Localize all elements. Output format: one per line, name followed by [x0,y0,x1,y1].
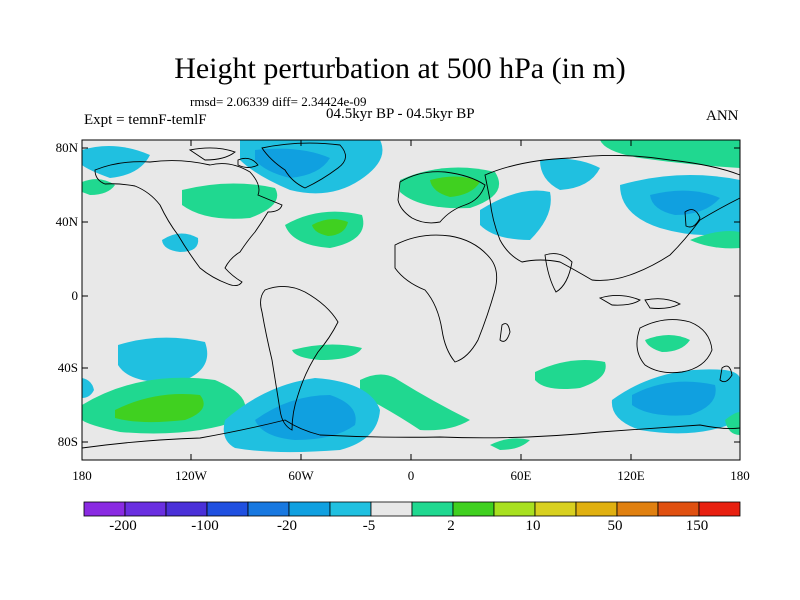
colorbar-label: 50 [607,518,623,534]
colorbar-box [616,501,659,517]
colorbar-label: -200 [109,518,137,534]
contour-negative [632,381,716,416]
experiment-label: Expt = temnF-temlF [84,112,207,128]
contour-negative [118,337,208,383]
colorbar-box [329,501,372,517]
south-america-coast [260,286,339,431]
contour-positive [600,140,740,168]
colorbar-label: -20 [277,518,297,534]
contour-positive [690,231,740,249]
colorbar-box [288,501,331,517]
colorbar-label: -5 [362,518,376,534]
colorbar-label: -100 [191,518,219,534]
colorbar-box [657,501,700,517]
colorbar-box [534,501,577,517]
lon-label: 0 [407,468,415,483]
colorbar-box [698,501,741,517]
antarctica-coast [81,419,741,449]
greenland-coast [261,142,346,189]
lon-ticks [190,140,632,460]
contour-negative [82,146,150,178]
contour-positive [645,335,690,352]
map-title: Height perturbation at 500 hPa (in m) [174,52,626,85]
colorbar-box [493,501,536,517]
australia-coast [636,319,713,374]
contour-positive [360,374,470,431]
contour-positive [182,183,278,219]
lat-label: 0 [71,288,79,303]
contour-positive [430,176,480,197]
contour-fields [82,140,740,453]
contour-negative [255,395,356,440]
lat-label: 80S [57,434,78,449]
indonesia-coast [598,295,681,309]
contour-positive [82,179,115,195]
colorbar-box [83,501,126,517]
contour-negative [162,233,199,252]
contour-positive [292,344,362,360]
lon-label: 120W [175,468,207,483]
india-coast [544,253,573,293]
contour-positive [490,438,530,450]
europe-coast [397,171,486,224]
stats-text: rmsd= 2.06339 diff= 2.34424e-09 [190,94,367,109]
arctic-islands-coast [188,147,259,168]
colorbar-box [370,501,413,517]
coastlines [81,142,741,449]
contour-negative [650,190,720,215]
lat-label: 40S [57,360,78,375]
colorbar-label: 10 [525,518,541,534]
contour-negative [255,148,330,178]
lat-label: 40N [55,214,78,229]
lat-label: 80N [55,140,78,155]
lat-ticks [82,147,740,443]
season-label: ANN [706,108,739,124]
madagascar-coast [499,323,511,342]
asia-coast [484,154,741,281]
colorbar [83,501,741,517]
period-text: 04.5kyr BP - 04.5kyr BP [326,106,475,122]
contour-positive [312,219,348,236]
colorbar-label: 2 [447,518,455,534]
colorbar-box [411,501,454,517]
contour-positive [115,394,204,423]
colorbar-box [452,501,495,517]
colorbar-box [206,501,249,517]
lon-label: 60E [510,468,532,483]
contour-positive [535,359,606,389]
colorbar-box [165,501,208,517]
africa-coast [394,234,498,363]
contour-negative [540,158,600,190]
north-america-coast [94,160,283,287]
contour-positive [725,412,740,435]
lon-label: 120E [617,468,645,483]
contour-negative [480,190,551,240]
lon-label: 60W [288,468,314,483]
lon-label: 180 [730,468,750,483]
contour-negative [82,378,94,398]
new-zealand-coast [719,365,733,383]
colorbar-box [247,501,290,517]
japan-coast [684,209,701,228]
colorbar-label: 150 [685,518,709,534]
colorbar-box [575,501,618,517]
colorbar-box [124,501,167,517]
lon-label: 180 [72,468,92,483]
